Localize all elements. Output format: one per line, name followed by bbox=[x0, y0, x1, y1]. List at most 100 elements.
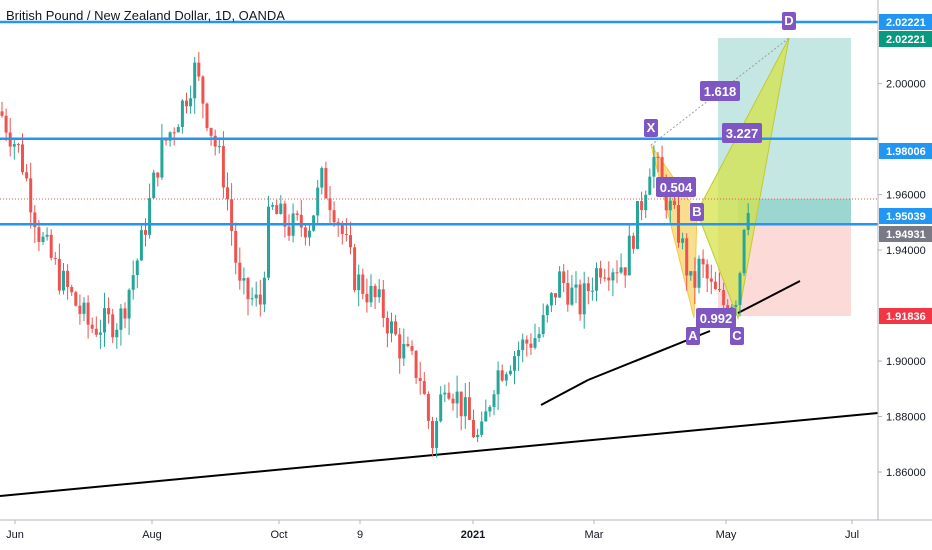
candle-body bbox=[172, 132, 176, 134]
price-tag-label: 2.02221 bbox=[886, 17, 926, 29]
candle-body bbox=[480, 421, 484, 435]
candle-body bbox=[242, 278, 246, 281]
candle-body bbox=[554, 293, 557, 298]
candle-body bbox=[12, 144, 16, 147]
candle-body bbox=[320, 168, 324, 188]
ratio-box bbox=[722, 123, 762, 143]
candle-body bbox=[98, 332, 102, 335]
candle-body bbox=[385, 317, 389, 334]
price-tag-label: 1.98006 bbox=[886, 146, 926, 158]
candle-body bbox=[689, 271, 693, 276]
candle-body bbox=[324, 168, 328, 199]
price-tick-label: 2.00000 bbox=[886, 79, 926, 91]
candle-body bbox=[131, 275, 135, 290]
candle-body bbox=[603, 277, 607, 279]
candle-body bbox=[582, 283, 586, 315]
candle-body bbox=[328, 198, 332, 211]
pattern-label-d: D bbox=[784, 13, 793, 28]
price-tag bbox=[879, 14, 932, 30]
candle-body bbox=[246, 278, 250, 300]
candle-body bbox=[21, 144, 24, 173]
candle-body bbox=[361, 274, 365, 294]
candle-body bbox=[443, 392, 447, 395]
candle-body bbox=[0, 111, 4, 116]
candle-body bbox=[250, 298, 254, 300]
candle-body bbox=[275, 205, 279, 215]
price-tick-label: 1.94000 bbox=[886, 245, 926, 257]
candle-body bbox=[217, 146, 221, 148]
candle-body bbox=[135, 260, 139, 276]
candle-body bbox=[447, 392, 451, 399]
candle-body bbox=[86, 302, 90, 325]
candle-body bbox=[693, 271, 697, 288]
candle-body bbox=[619, 267, 623, 273]
candle-body bbox=[209, 127, 213, 136]
candle-body bbox=[74, 292, 78, 306]
candle-body bbox=[660, 157, 664, 180]
pattern-label-a: A bbox=[688, 328, 698, 343]
candle-body bbox=[644, 194, 648, 211]
candle-body bbox=[41, 236, 45, 242]
candle-body bbox=[127, 289, 131, 319]
candle-body bbox=[185, 100, 188, 107]
candle-body bbox=[111, 314, 115, 338]
price-axis[interactable] bbox=[878, 0, 932, 520]
candle-body bbox=[672, 200, 676, 206]
candle-body bbox=[176, 126, 180, 133]
candle-body bbox=[545, 305, 549, 316]
candle-body bbox=[578, 284, 582, 315]
time-tick-label: Aug bbox=[142, 529, 162, 541]
price-tag-label: 2.02221 bbox=[886, 34, 926, 46]
candle-body bbox=[205, 103, 209, 128]
price-tag bbox=[879, 208, 932, 224]
candle-body bbox=[472, 419, 475, 438]
price-tick-label: 1.96000 bbox=[886, 190, 926, 202]
candle-body bbox=[230, 199, 234, 231]
candle-body bbox=[90, 324, 94, 329]
price-tag bbox=[879, 143, 932, 159]
candle-body bbox=[656, 156, 660, 158]
price-tag bbox=[879, 226, 932, 242]
candle-body bbox=[201, 76, 205, 104]
candle-body bbox=[254, 294, 258, 299]
candle-body bbox=[213, 135, 217, 147]
time-tick-label: Jul bbox=[845, 529, 859, 541]
candle-body bbox=[484, 411, 488, 422]
ratio-box bbox=[700, 81, 740, 101]
candle-body bbox=[144, 230, 147, 235]
pattern-point-x bbox=[644, 119, 658, 137]
candle-body bbox=[513, 356, 516, 371]
candle-body bbox=[119, 308, 123, 330]
candle-body bbox=[402, 343, 406, 359]
candle-body bbox=[349, 235, 352, 248]
candle-body bbox=[262, 277, 266, 305]
candle-body bbox=[627, 235, 631, 276]
candle-body bbox=[435, 421, 439, 448]
candle-body bbox=[586, 283, 590, 292]
candle-body bbox=[431, 420, 434, 448]
candle-body bbox=[590, 290, 594, 292]
candle-body bbox=[365, 293, 369, 303]
candle-body bbox=[709, 278, 713, 282]
candle-body bbox=[37, 227, 41, 242]
time-tick-label: Jun bbox=[6, 529, 24, 541]
candle-body bbox=[226, 187, 229, 200]
pattern-label-x: X bbox=[647, 120, 656, 135]
candle-body bbox=[168, 132, 172, 141]
candle-body bbox=[29, 178, 33, 213]
candle-body bbox=[377, 289, 381, 298]
pattern-point-a bbox=[686, 327, 700, 345]
ratio-label: 0.504 bbox=[660, 180, 693, 195]
candle-body bbox=[681, 238, 685, 243]
candle-body bbox=[467, 397, 471, 420]
candle-body bbox=[537, 334, 541, 339]
candle-body bbox=[373, 285, 377, 298]
candle-body bbox=[607, 277, 611, 281]
candle-body bbox=[631, 235, 635, 249]
candle-body bbox=[640, 201, 644, 211]
candle-body bbox=[558, 271, 562, 298]
chart-title: British Pound / New Zealand Dollar, 1D, … bbox=[6, 8, 285, 23]
candle-body bbox=[459, 391, 463, 417]
time-tick-label: Mar bbox=[585, 529, 604, 541]
